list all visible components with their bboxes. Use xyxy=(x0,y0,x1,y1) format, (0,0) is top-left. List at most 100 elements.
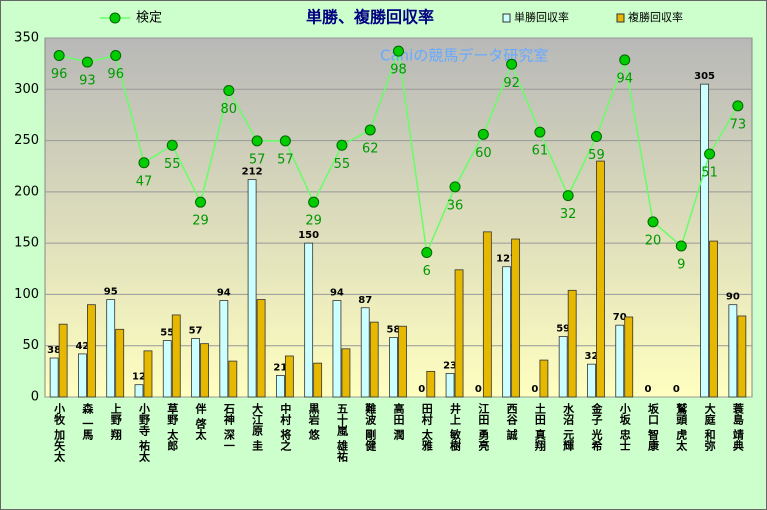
bar xyxy=(171,314,181,398)
data-label: 6 xyxy=(423,264,431,279)
bar xyxy=(247,179,257,398)
bar xyxy=(115,328,125,398)
legend-label: 検定 xyxy=(136,11,162,26)
bar xyxy=(162,340,172,398)
legend-marker xyxy=(109,12,121,24)
data-label: 51 xyxy=(701,166,718,181)
y-tick-label: 250 xyxy=(14,133,39,148)
marker xyxy=(506,58,518,70)
bar xyxy=(369,321,379,398)
bar xyxy=(191,338,200,398)
data-label: 80 xyxy=(221,102,238,117)
data-label: 55 xyxy=(164,157,181,172)
data-label: 59 xyxy=(588,148,605,163)
bar xyxy=(615,324,625,398)
bar xyxy=(737,315,747,398)
legend-label: 単勝回収率 xyxy=(514,10,569,24)
x-tick-label: 伴 啓太 xyxy=(194,402,208,441)
y-tick-label: 0 xyxy=(31,390,39,405)
x-tick-label: 坂口 智康 xyxy=(647,402,660,452)
x-tick-label: 難波 剛健 xyxy=(364,402,377,452)
y-tick-label: 300 xyxy=(14,82,39,97)
marker xyxy=(251,135,263,147)
data-label: 212 xyxy=(242,167,263,178)
marker xyxy=(81,56,93,68)
y-tick-label: 200 xyxy=(14,184,39,199)
marker xyxy=(534,126,546,138)
marker xyxy=(110,50,122,62)
x-tick-label: 中村 将之 xyxy=(279,402,292,452)
bar xyxy=(389,337,398,398)
bar xyxy=(58,323,68,398)
bar xyxy=(284,355,294,398)
bar xyxy=(332,300,342,398)
x-tick-label: 水沼 元輝 xyxy=(562,402,575,452)
bar xyxy=(700,83,709,398)
x-tick-label: 土田 真翔 xyxy=(533,402,547,452)
data-label: 60 xyxy=(475,146,492,161)
bar xyxy=(87,304,96,398)
bar xyxy=(454,269,464,398)
data-label: 59 xyxy=(556,323,570,334)
bar xyxy=(304,242,314,398)
data-label: 58 xyxy=(387,325,401,336)
marker xyxy=(647,216,659,228)
x-tick-label: 黒岩 悠 xyxy=(307,403,321,440)
data-label: 94 xyxy=(217,288,231,299)
marker xyxy=(364,124,376,136)
y-tick-label: 100 xyxy=(14,287,39,302)
x-tick-label: 草野 太郎 xyxy=(166,402,180,452)
data-label: 73 xyxy=(730,117,747,132)
data-label: 87 xyxy=(358,295,372,306)
marker xyxy=(562,190,574,202)
data-label: 90 xyxy=(726,292,740,303)
x-tick-label: 蓑島 靖典 xyxy=(731,402,745,452)
legend-label: 複勝回収率 xyxy=(628,10,683,24)
data-label: 96 xyxy=(51,67,68,82)
data-label: 305 xyxy=(694,71,715,82)
x-tick-label: 小坂 忠士 xyxy=(618,402,632,451)
data-label: 0 xyxy=(418,384,425,395)
x-tick-label: 大江原 圭 xyxy=(251,402,264,452)
data-label: 20 xyxy=(645,233,662,248)
marker xyxy=(166,139,178,151)
chart-title: 単勝、複勝回収率 xyxy=(306,8,434,27)
bar xyxy=(539,359,549,398)
data-label: 93 xyxy=(79,74,96,89)
x-tick-label: 江田 勇亮 xyxy=(477,402,490,452)
y-tick-label: 150 xyxy=(14,236,39,251)
bar xyxy=(558,336,568,398)
bar xyxy=(502,266,512,398)
y-tick-label: 350 xyxy=(14,31,39,46)
bar xyxy=(134,384,144,398)
data-label: 29 xyxy=(192,214,209,229)
bar xyxy=(587,363,596,398)
data-label: 0 xyxy=(673,384,680,395)
data-label: 61 xyxy=(532,144,549,159)
data-label: 55 xyxy=(160,328,174,339)
marker xyxy=(619,54,631,66)
marker xyxy=(675,240,687,252)
bar xyxy=(482,231,492,398)
data-label: 57 xyxy=(189,326,203,337)
bar xyxy=(200,343,209,398)
x-tick-label: 森 一馬 xyxy=(81,402,94,441)
data-label: 94 xyxy=(616,71,633,86)
data-label: 23 xyxy=(443,360,457,371)
y-tick-label: 50 xyxy=(22,338,39,353)
legend-swatch xyxy=(616,13,625,23)
bar xyxy=(219,300,229,398)
bar xyxy=(596,160,605,398)
bar xyxy=(313,362,323,398)
x-tick-label: 上野 翔 xyxy=(109,402,123,441)
data-label: 38 xyxy=(47,345,61,356)
marker xyxy=(195,196,207,208)
bar xyxy=(624,316,634,398)
data-label: 12 xyxy=(132,372,146,383)
x-tick-label: 鷲頭 虎太 xyxy=(675,402,689,452)
data-label: 0 xyxy=(645,384,652,395)
bar xyxy=(341,348,351,398)
x-tick-label: 井上 敏樹 xyxy=(449,402,463,452)
data-label: 0 xyxy=(475,384,482,395)
